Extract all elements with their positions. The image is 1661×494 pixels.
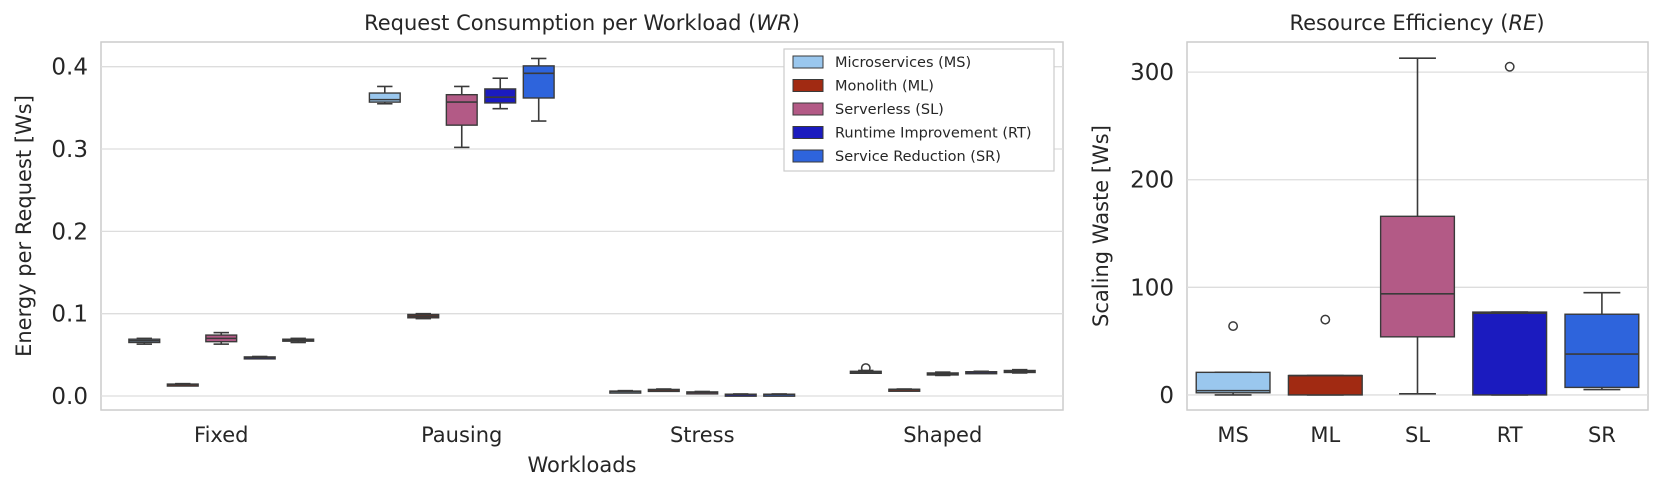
box-stress-4 — [763, 393, 796, 397]
left-y-tick-label: 0.3 — [51, 137, 88, 163]
right-y-tick-label: 200 — [1130, 168, 1174, 194]
box-pausing-0 — [368, 85, 401, 105]
left-x-tick-label: Stress — [670, 423, 735, 447]
left-x-axis-label: Workloads — [528, 453, 637, 477]
legend: Microservices (MS) Monolith (ML) Serverles… — [783, 48, 1055, 172]
legend-frame — [783, 48, 1055, 172]
box-shaped-2 — [926, 371, 959, 377]
left-x-tick-label: Shaped — [903, 423, 982, 447]
box-shaped-4 — [1003, 368, 1036, 374]
box-sl — [1379, 57, 1456, 395]
right-y-tick-label: 300 — [1130, 60, 1174, 86]
legend-label: Serverless (SL) — [835, 102, 944, 118]
legend-swatch — [792, 126, 824, 139]
box-ms-outlier-0 — [1228, 321, 1239, 332]
box-pausing-3-iqr-box — [484, 88, 517, 104]
box-shaped-0 — [849, 363, 882, 375]
box-ml — [1287, 314, 1363, 396]
box-fixed-3 — [243, 355, 276, 360]
box-shaped-0-outlier-0 — [860, 363, 871, 373]
right-y-tick-label: 100 — [1130, 275, 1174, 301]
box-fixed-0 — [128, 337, 161, 345]
right-x-tick-label: ML — [1310, 423, 1340, 447]
box-ms-iqr-box — [1195, 371, 1271, 394]
right-x-tick-label: SR — [1588, 423, 1616, 447]
resource-efficiency-chart: Resource Efficiency (RE) 0 100 200 300 MS ML… — [1089, 11, 1649, 447]
box-stress-3 — [724, 393, 757, 397]
left-chart-title: Request Consumption per Workload (WR) — [364, 11, 800, 35]
left-y-tick-label: 0.0 — [51, 384, 88, 410]
left-y-tick-label: 0.2 — [51, 219, 88, 245]
box-pausing-1 — [407, 312, 440, 320]
box-sr-iqr-box — [1564, 313, 1640, 389]
legend-label: Service Reduction (SR) — [835, 149, 1001, 165]
right-chart-title: Resource Efficiency (RE) — [1289, 11, 1544, 35]
box-rt-outlier-0 — [1504, 61, 1515, 72]
box-rt-iqr-box — [1472, 311, 1548, 396]
box-stress-1 — [647, 388, 680, 393]
box-stress-0 — [609, 389, 642, 394]
left-x-tick-label: Pausing — [421, 423, 502, 447]
box-pausing-0-iqr-box — [368, 92, 401, 103]
box-fixed-4 — [282, 337, 315, 344]
box-shaped-1 — [888, 388, 921, 392]
legend-label: Microservices (MS) — [835, 55, 971, 71]
box-pausing-4-iqr-box — [522, 65, 555, 99]
legend-label: Monolith (ML) — [835, 79, 934, 95]
right-x-tick-label: RT — [1497, 423, 1523, 447]
box-rt — [1472, 61, 1548, 396]
legend-swatch — [792, 149, 824, 163]
left-y-tick-label: 0.4 — [51, 55, 88, 81]
box-sr — [1564, 291, 1640, 391]
box-ml-iqr-box — [1287, 374, 1363, 396]
box-sl-iqr-box — [1379, 215, 1456, 338]
box-pausing-4 — [522, 57, 555, 122]
legend-swatch — [792, 102, 824, 116]
legend-label: Runtime Improvement (RT) — [835, 126, 1032, 142]
legend-swatch — [792, 55, 824, 69]
right-x-tick-label: MS — [1217, 423, 1248, 447]
box-ml-outlier-0 — [1320, 314, 1331, 325]
box-pausing-3 — [484, 77, 517, 110]
legend-swatch — [792, 79, 824, 92]
request-consumption-chart: Request Consumption per Workload (WR) 0.… — [12, 11, 1064, 477]
left-y-axis-label: Energy per Request [Ws] — [12, 95, 36, 357]
left-x-tick-label: Fixed — [194, 423, 248, 447]
right-y-tick-label: 0 — [1159, 383, 1174, 409]
right-y-axis-label: Scaling Waste [Ws] — [1089, 125, 1113, 327]
box-ms — [1195, 321, 1271, 396]
box-fixed-1 — [166, 382, 199, 387]
box-stress-2 — [686, 390, 719, 395]
right-x-tick-label: SL — [1405, 423, 1430, 447]
left-y-tick-label: 0.1 — [51, 302, 88, 328]
box-fixed-2 — [205, 331, 238, 345]
box-pausing-2-iqr-box — [445, 93, 478, 126]
box-pausing-2 — [445, 85, 478, 149]
box-shaped-3 — [965, 370, 998, 375]
